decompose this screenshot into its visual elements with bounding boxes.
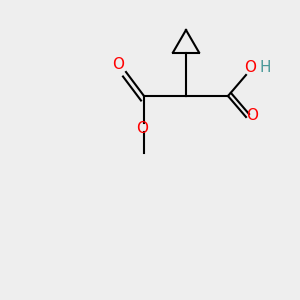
Text: O: O [244,60,256,75]
Text: O: O [246,108,258,123]
Text: O: O [112,57,124,72]
Text: H: H [260,60,271,75]
Text: O: O [136,122,148,136]
